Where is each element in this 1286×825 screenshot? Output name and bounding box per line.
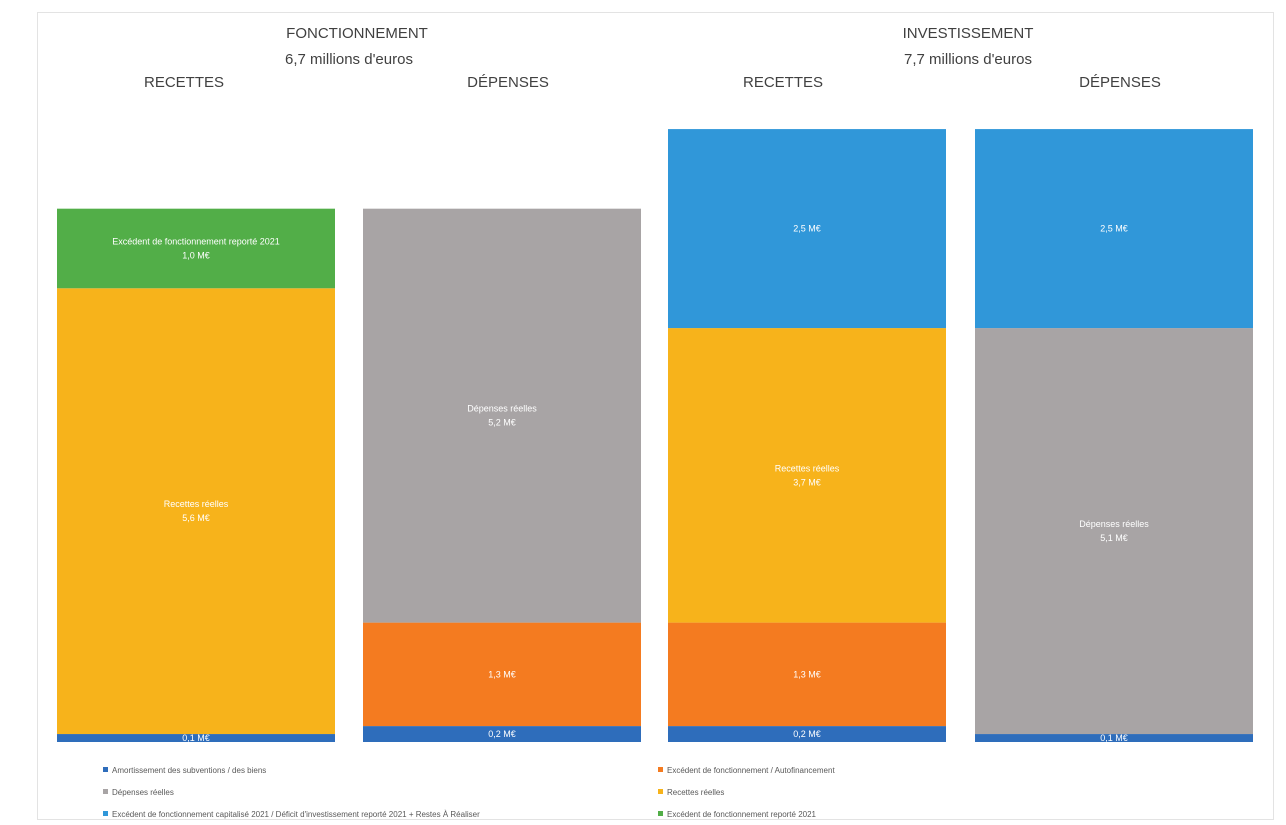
- data-label-3-2-0: Dépenses réelles: [1079, 519, 1149, 529]
- legend-entry-2: Dépenses réelles: [112, 788, 174, 797]
- data-label-1-0-0: 0,2 M€: [488, 729, 516, 739]
- legend-swatch-2: [103, 789, 108, 794]
- legend-entry-1: Excédent de fonctionnement / Autofinance…: [667, 766, 835, 775]
- data-label-1-2-1: 5,2 M€: [488, 418, 516, 428]
- data-label-2-3-1: 3,7 M€: [793, 477, 821, 487]
- bar-segment-2-0: [668, 726, 946, 742]
- section-subtitle-1: 7,7 millions d'euros: [904, 51, 1032, 68]
- bar-segment-3-2: [975, 328, 1253, 735]
- data-label-0-3-0: Recettes réelles: [164, 499, 229, 509]
- data-label-2-4-0: 2,5 M€: [793, 224, 821, 234]
- bar-segment-2-1: [668, 622, 946, 727]
- category-label-3: DÉPENSES: [1079, 74, 1161, 91]
- section-title-0: FONCTIONNEMENT: [286, 25, 428, 42]
- data-label-2-1-0: 1,3 M€: [793, 669, 821, 679]
- data-label-0-0-0: 0,1 M€: [182, 733, 210, 743]
- data-label-3-0-0: 0,1 M€: [1100, 733, 1128, 743]
- bar-segment-2-4: [668, 129, 946, 329]
- data-label-3-4-0: 2,5 M€: [1100, 224, 1128, 234]
- bar-segment-1-2: [363, 208, 641, 623]
- legend-swatch-0: [103, 767, 108, 772]
- bar-segment-0-3: [57, 288, 335, 735]
- legend-swatch-5: [658, 811, 663, 816]
- legend-swatch-4: [103, 811, 108, 816]
- data-label-2-0-0: 0,2 M€: [793, 729, 821, 739]
- legend-entry-3: Recettes réelles: [667, 788, 724, 797]
- legend-swatch-3: [658, 789, 663, 794]
- section-title-1: INVESTISSEMENT: [903, 25, 1034, 42]
- legend-entry-4: Excédent de fonctionnement capitalisé 20…: [112, 810, 480, 819]
- data-label-3-2-1: 5,1 M€: [1100, 533, 1128, 543]
- legend-entry-0: Amortissement des subventions / des bien…: [112, 766, 266, 775]
- category-label-0: RECETTES: [144, 74, 224, 91]
- data-label-0-5-0: Excédent de fonctionnement reporté 2021: [112, 236, 280, 246]
- data-label-0-3-1: 5,6 M€: [182, 513, 210, 523]
- section-subtitle-0: 6,7 millions d'euros: [285, 51, 413, 68]
- chart-frame: [37, 12, 1274, 820]
- data-label-1-1-0: 1,3 M€: [488, 669, 516, 679]
- legend-entry-5: Excédent de fonctionnement reporté 2021: [667, 810, 817, 819]
- data-label-2-3-0: Recettes réelles: [775, 463, 840, 473]
- data-label-0-5-1: 1,0 M€: [182, 250, 210, 260]
- bar-segment-1-1: [363, 622, 641, 727]
- legend-swatch-1: [658, 767, 663, 772]
- bar-segment-3-4: [975, 129, 1253, 329]
- category-label-2: RECETTES: [743, 74, 823, 91]
- category-label-1: DÉPENSES: [467, 74, 549, 91]
- bar-segment-1-0: [363, 726, 641, 742]
- bar-segment-3-0: [975, 734, 1253, 742]
- bar-segment-0-5: [57, 208, 335, 289]
- bar-segment-2-3: [668, 328, 946, 623]
- data-label-1-2-0: Dépenses réelles: [467, 404, 537, 414]
- bar-segment-0-0: [57, 734, 335, 742]
